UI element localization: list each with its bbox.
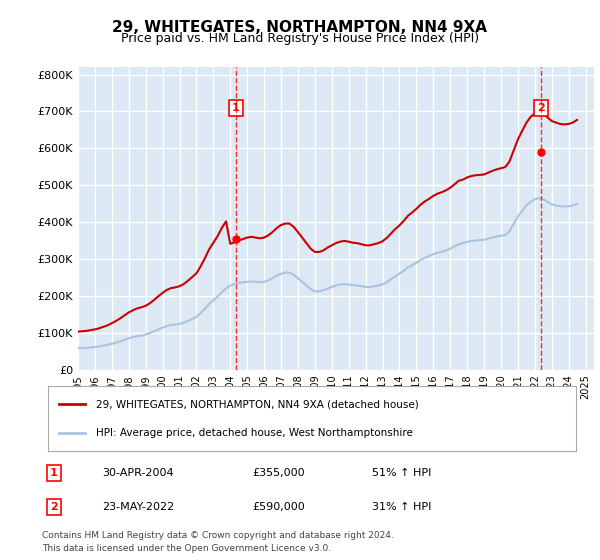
Text: 1: 1 <box>50 468 58 478</box>
Text: Price paid vs. HM Land Registry's House Price Index (HPI): Price paid vs. HM Land Registry's House … <box>121 32 479 45</box>
Text: 1: 1 <box>232 103 240 113</box>
Text: 30-APR-2004: 30-APR-2004 <box>102 468 173 478</box>
Text: £355,000: £355,000 <box>252 468 305 478</box>
Text: £590,000: £590,000 <box>252 502 305 512</box>
Text: 2: 2 <box>50 502 58 512</box>
Text: 23-MAY-2022: 23-MAY-2022 <box>102 502 174 512</box>
Text: Contains HM Land Registry data © Crown copyright and database right 2024.: Contains HM Land Registry data © Crown c… <box>42 531 394 540</box>
Text: 29, WHITEGATES, NORTHAMPTON, NN4 9XA: 29, WHITEGATES, NORTHAMPTON, NN4 9XA <box>113 20 487 35</box>
Text: HPI: Average price, detached house, West Northamptonshire: HPI: Average price, detached house, West… <box>95 428 412 438</box>
Text: 51% ↑ HPI: 51% ↑ HPI <box>372 468 431 478</box>
Text: 29, WHITEGATES, NORTHAMPTON, NN4 9XA (detached house): 29, WHITEGATES, NORTHAMPTON, NN4 9XA (de… <box>95 399 418 409</box>
Text: 31% ↑ HPI: 31% ↑ HPI <box>372 502 431 512</box>
Text: 2: 2 <box>538 103 545 113</box>
Text: This data is licensed under the Open Government Licence v3.0.: This data is licensed under the Open Gov… <box>42 544 331 553</box>
